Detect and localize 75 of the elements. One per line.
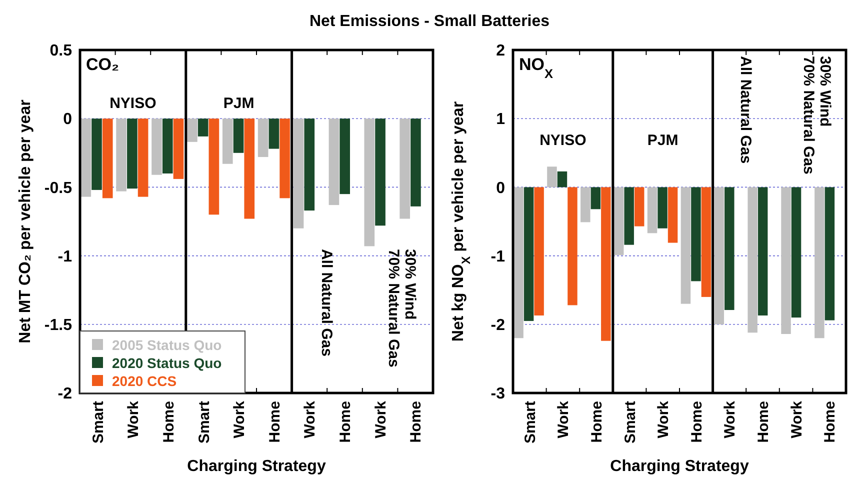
y-tick-label: -1 (58, 248, 72, 266)
annotation: NYISO (110, 95, 157, 112)
y-tick-label: 0.5 (50, 42, 72, 60)
x-tick-label: Home (755, 401, 772, 443)
bar (524, 187, 534, 321)
annotation: PJM (223, 95, 254, 112)
annotation: 30% Wind 70% Natural Gas (384, 248, 418, 368)
bar (590, 187, 601, 210)
y-tick-label: 0 (496, 180, 506, 197)
x-tick-label: Work (655, 400, 672, 438)
bar (624, 187, 634, 245)
x-tick-label: Work (231, 400, 248, 438)
bar (647, 187, 658, 234)
bar (601, 187, 611, 341)
bar (791, 187, 802, 318)
bar (668, 187, 678, 243)
x-axis-title: Charging Strategy (610, 458, 749, 475)
bar (691, 187, 701, 282)
annotation: All Natural Gas (318, 248, 335, 356)
x-axis-title: Charging Strategy (187, 458, 326, 475)
bar (580, 187, 590, 222)
annotation: NO$_{X}$ (519, 55, 554, 80)
annotation: PJM (647, 132, 678, 149)
x-tick-label: Smart (90, 401, 107, 444)
y-tick-label: -2 (490, 317, 506, 334)
bar (758, 187, 768, 316)
x-tick-label: Work (555, 400, 572, 438)
x-tick-label: Home (408, 401, 425, 443)
y-tick-label: -1.5 (44, 317, 72, 334)
bar (568, 187, 578, 306)
x-tick-label: Home (266, 401, 284, 443)
legend-label: 2005 Status Quo (112, 336, 222, 353)
bar (748, 187, 758, 333)
annotation: All Natural Gas (736, 56, 754, 164)
bar (814, 187, 824, 338)
x-tick-label: Home (688, 401, 706, 443)
bar (514, 187, 524, 338)
annotation: CO₂ (86, 55, 120, 74)
x-tick-label: Home (588, 401, 606, 443)
x-tick-label: Work (125, 400, 142, 438)
legend-label: 2020 CCS (112, 372, 177, 389)
bar (547, 166, 557, 188)
legend-label: 2020 Status Quo (112, 354, 222, 371)
x-tick-label: Smart (622, 401, 639, 444)
x-tick-label: Smart (196, 401, 213, 444)
x-tick-label: Smart (522, 401, 539, 444)
bar (781, 187, 791, 334)
annotation: 30% Wind 70% Natural Gas (800, 56, 834, 174)
bar (634, 187, 644, 226)
y-tick-label: -2 (58, 386, 72, 403)
bar (714, 187, 724, 324)
y-tick-label: -3 (490, 386, 506, 403)
bar (557, 171, 568, 188)
x-tick-label: Work (372, 400, 390, 438)
bar (658, 187, 668, 228)
x-tick-label: Work (788, 400, 806, 438)
chart-title: Net Emissions - Small Batteries (309, 13, 550, 30)
bar (701, 187, 712, 297)
x-tick-label: Work (722, 400, 739, 438)
x-tick-label: Work (302, 400, 319, 438)
y-tick-label: 0 (63, 111, 72, 128)
x-tick-label: Home (337, 401, 354, 443)
bar (680, 187, 691, 304)
bar (724, 187, 734, 310)
y-tick-label: 1 (496, 111, 506, 128)
bar (534, 187, 544, 316)
y-tick-label: -0.5 (44, 180, 72, 197)
annotation: NYISO (540, 132, 587, 149)
y-tick-label: -1 (490, 248, 506, 266)
x-tick-label: Home (160, 401, 178, 443)
x-tick-label: Home (822, 401, 839, 443)
y-tick-label: 2 (496, 42, 506, 60)
bar (614, 187, 624, 256)
y-axis-title: Net MT CO₂ per vehicle per year (17, 100, 34, 344)
bar (824, 187, 835, 320)
